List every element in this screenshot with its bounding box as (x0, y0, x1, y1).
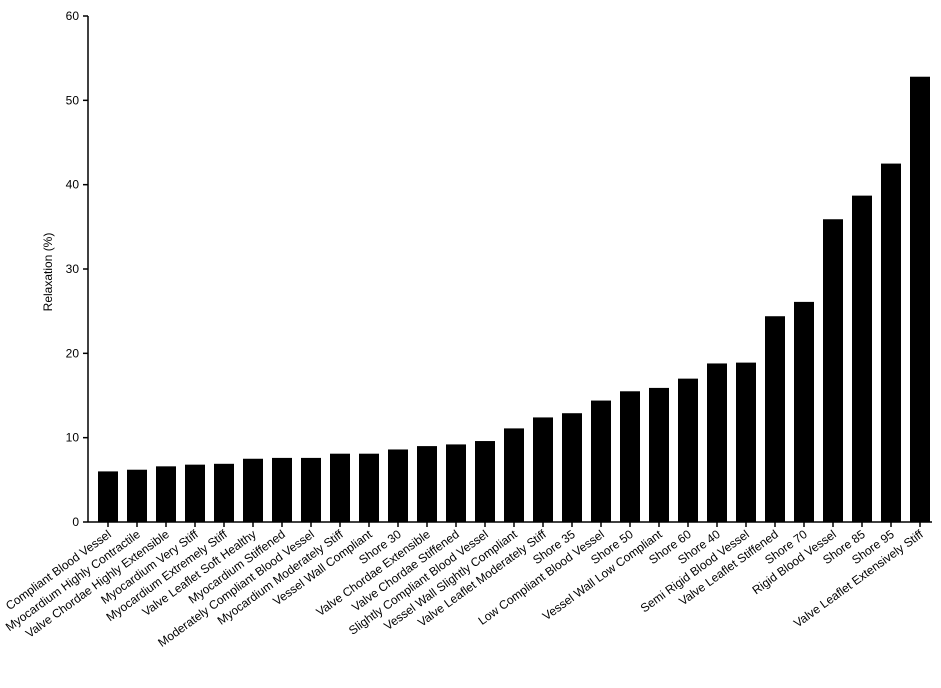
y-tick-label: 40 (66, 178, 80, 192)
bar (910, 76, 930, 522)
bar (330, 453, 350, 522)
y-tick-label: 10 (66, 431, 80, 445)
bar (127, 469, 147, 522)
bar (98, 471, 118, 522)
bar (620, 391, 640, 522)
bar (678, 378, 698, 522)
bar (736, 362, 756, 522)
bar (562, 413, 582, 522)
y-axis: 0 10 20 30 40 50 60 (66, 9, 89, 529)
bar (417, 446, 437, 522)
bar (301, 457, 321, 522)
bar (446, 444, 466, 522)
bar (881, 163, 901, 523)
y-tick-label: 0 (72, 515, 79, 529)
y-tick-label: 20 (66, 346, 80, 360)
bar (533, 417, 553, 522)
y-axis-title: Relaxation (%) (41, 233, 55, 312)
bar (214, 463, 234, 522)
bar (765, 316, 785, 522)
bar (475, 441, 495, 522)
bar (156, 466, 176, 522)
x-axis (88, 521, 932, 527)
bars (98, 76, 930, 523)
bar (707, 363, 727, 522)
y-tick-label: 30 (66, 262, 80, 276)
bar (649, 387, 669, 522)
bar (272, 457, 292, 522)
y-tick-label: 50 (66, 93, 80, 107)
bar (823, 219, 843, 522)
y-tick-label: 60 (66, 9, 80, 23)
bar (243, 458, 263, 522)
bar (852, 195, 872, 522)
bar (504, 428, 524, 522)
bar (388, 449, 408, 522)
bar (185, 464, 205, 522)
bar (359, 453, 379, 522)
bar (794, 301, 814, 522)
bar (591, 400, 611, 522)
